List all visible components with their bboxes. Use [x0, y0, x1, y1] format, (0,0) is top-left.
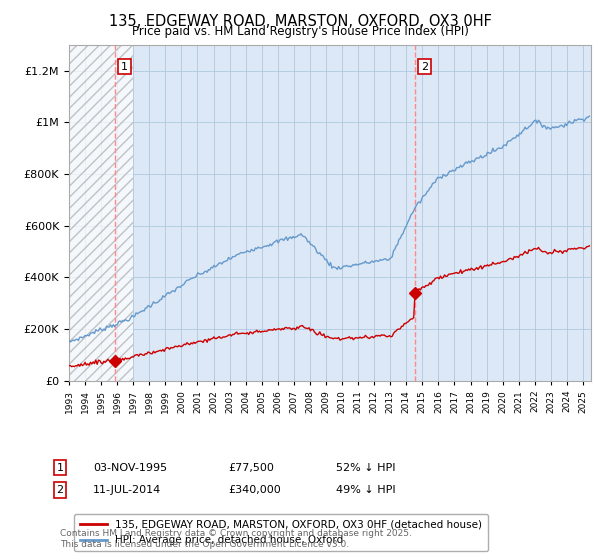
Text: 03-NOV-1995: 03-NOV-1995: [93, 463, 167, 473]
Text: 135, EDGEWAY ROAD, MARSTON, OXFORD, OX3 0HF: 135, EDGEWAY ROAD, MARSTON, OXFORD, OX3 …: [109, 14, 491, 29]
Text: 52% ↓ HPI: 52% ↓ HPI: [336, 463, 395, 473]
Text: £77,500: £77,500: [228, 463, 274, 473]
Text: 2: 2: [421, 62, 428, 72]
Legend: 135, EDGEWAY ROAD, MARSTON, OXFORD, OX3 0HF (detached house), HPI: Average price: 135, EDGEWAY ROAD, MARSTON, OXFORD, OX3 …: [74, 514, 488, 552]
Bar: [69, 45, 133, 381]
Text: Price paid vs. HM Land Registry's House Price Index (HPI): Price paid vs. HM Land Registry's House …: [131, 25, 469, 38]
Text: £340,000: £340,000: [228, 485, 281, 495]
Text: 1: 1: [56, 463, 64, 473]
Text: 2: 2: [56, 485, 64, 495]
Text: 1: 1: [121, 62, 128, 72]
Text: 11-JUL-2014: 11-JUL-2014: [93, 485, 161, 495]
Text: 49% ↓ HPI: 49% ↓ HPI: [336, 485, 395, 495]
Text: Contains HM Land Registry data © Crown copyright and database right 2025.
This d: Contains HM Land Registry data © Crown c…: [60, 529, 412, 549]
